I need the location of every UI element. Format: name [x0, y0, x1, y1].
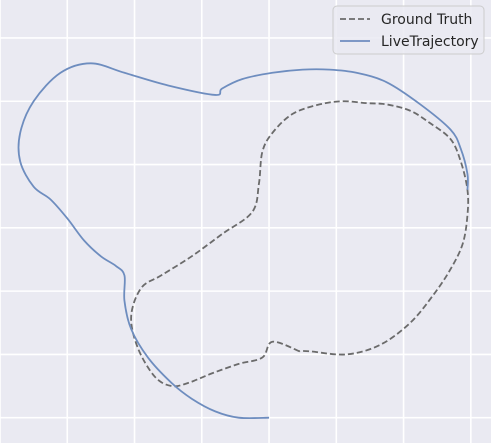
series-layer: [17, 62, 470, 420]
series-line-livetrajectory: [17, 62, 469, 420]
legend-label-ground-truth: Ground Truth: [381, 12, 472, 28]
legend-label-live-trajectory: LiveTrajectory: [381, 34, 479, 50]
series-line-ground-truth: [130, 100, 470, 388]
legend-box: [332, 5, 485, 55]
legend: Ground Truth LiveTrajectory: [332, 5, 485, 55]
